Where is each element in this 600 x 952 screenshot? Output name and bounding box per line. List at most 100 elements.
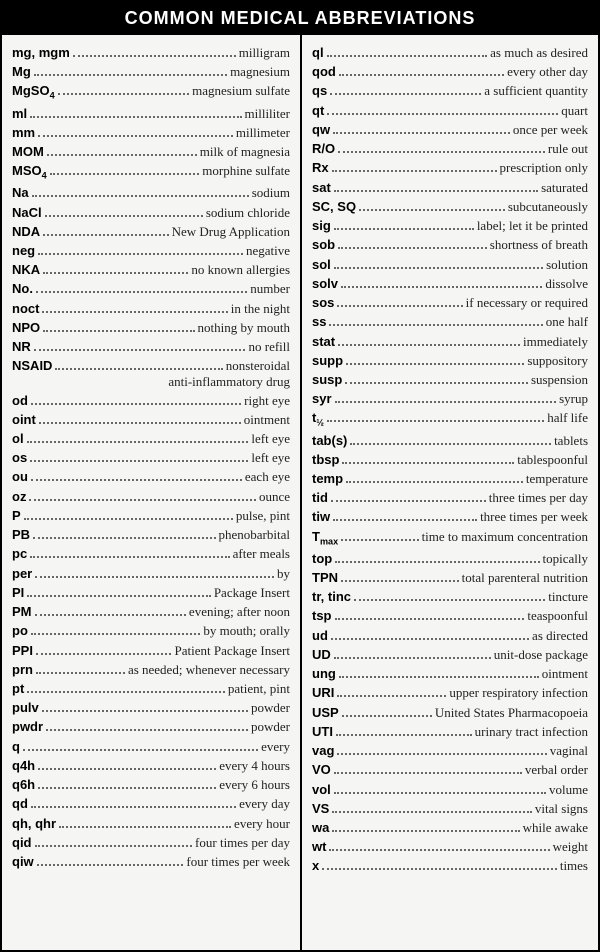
dot-leader — [42, 710, 248, 712]
entry-row: NKAno known allergies — [12, 260, 290, 279]
abbreviation: os — [12, 448, 27, 467]
definition: magnesium sulfate — [192, 81, 290, 100]
dot-leader — [339, 676, 539, 678]
definition: nothing by mouth — [198, 318, 290, 337]
entry-row: qevery — [12, 737, 290, 756]
dot-leader — [346, 481, 523, 483]
dot-leader — [45, 215, 203, 217]
definition: a sufficient quantity — [484, 81, 588, 100]
abbreviation: MOM — [12, 142, 44, 161]
entry-row: qiwfour times per week — [12, 852, 290, 871]
abbreviation: po — [12, 621, 28, 640]
dot-leader — [38, 787, 216, 789]
definition: every other day — [507, 62, 588, 81]
abbreviation: qiw — [12, 852, 34, 871]
definition: ointment — [542, 664, 588, 683]
dot-leader — [341, 539, 418, 541]
entry-row: volvolume — [312, 780, 588, 799]
entry-row: Tmaxtime to maximum concentration — [312, 527, 588, 549]
abbreviation: ung — [312, 664, 336, 683]
entry-row: perby — [12, 564, 290, 583]
definition: number — [250, 279, 290, 298]
definition: milligram — [239, 43, 290, 62]
definition: three times per day — [489, 488, 588, 507]
abbreviation: Mg — [12, 62, 31, 81]
dot-leader — [59, 826, 231, 828]
abbreviation: qid — [12, 833, 32, 852]
entry-row: q4hevery 4 hours — [12, 756, 290, 775]
dot-leader — [32, 195, 249, 197]
abbreviation-subscript: 4 — [50, 91, 55, 101]
definition: right eye — [244, 391, 290, 410]
abbreviation: tr, tinc — [312, 587, 351, 606]
dot-leader — [47, 154, 197, 156]
entry-row: Nasodium — [12, 183, 290, 202]
definition: patient, pint — [228, 679, 290, 698]
definition: upper respiratory infection — [449, 683, 588, 702]
definition: evening; after noon — [189, 602, 290, 621]
abbreviation: NSAID — [12, 356, 52, 375]
definition: phenobarbital — [219, 525, 290, 544]
dot-leader — [327, 55, 488, 57]
abbreviation: ou — [12, 467, 28, 486]
dot-leader — [30, 460, 248, 462]
dot-leader — [332, 170, 497, 172]
abbreviation: q6h — [12, 775, 35, 794]
dot-leader — [342, 715, 432, 717]
definition: ounce — [259, 487, 290, 506]
entry-row: temptemperature — [312, 469, 588, 488]
definition: total parenteral nutrition — [462, 568, 588, 587]
definition: negative — [246, 241, 290, 260]
definition: times — [560, 856, 588, 875]
abbreviation: tbsp — [312, 450, 339, 469]
definition: every hour — [234, 814, 290, 833]
entry-row: noctin the night — [12, 299, 290, 318]
dot-leader — [36, 672, 125, 674]
definition: label; let it be printed — [477, 216, 588, 235]
definition: prescription only — [500, 158, 588, 177]
entry-row: tab(s)tablets — [312, 431, 588, 450]
dot-leader — [335, 618, 525, 620]
dot-leader — [342, 462, 514, 464]
definition: volume — [549, 780, 588, 799]
definition: three times per week — [480, 507, 588, 526]
entry-row: PIPackage Insert — [12, 583, 290, 602]
dot-leader — [331, 500, 486, 502]
dot-leader — [335, 401, 557, 403]
entry-row: suppsuppository — [312, 351, 588, 370]
definition: ointment — [244, 410, 290, 429]
definition: dissolve — [545, 274, 588, 293]
abbreviation: qod — [312, 62, 336, 81]
abbreviation: SC, SQ — [312, 197, 356, 216]
abbreviation: ss — [312, 312, 326, 331]
abbreviation: VS — [312, 799, 329, 818]
abbreviation: neg — [12, 241, 35, 260]
entry-row: tspteaspoonful — [312, 606, 588, 625]
entry-row: wtweight — [312, 837, 588, 856]
abbreviation: od — [12, 391, 28, 410]
abbreviation: qt — [312, 101, 324, 120]
dot-leader — [327, 420, 544, 422]
dot-leader — [337, 305, 462, 307]
abbreviation: UTI — [312, 722, 333, 741]
definition: powder — [251, 717, 290, 736]
abbreviation: susp — [312, 370, 342, 389]
abbreviation: sat — [312, 178, 331, 197]
dot-leader — [42, 311, 227, 313]
definition: verbal order — [525, 760, 588, 779]
definition: sodium chloride — [206, 203, 290, 222]
left-column: mg, mgmmilligramMgmagnesiumMgSO4magnesiu… — [2, 35, 300, 950]
definition: unit-dose package — [494, 645, 588, 664]
dot-leader — [31, 806, 236, 808]
definition: teaspoonful — [527, 606, 588, 625]
abbreviation: sol — [312, 255, 331, 274]
definition: as much as desired — [490, 43, 588, 62]
dot-leader — [31, 479, 242, 481]
dot-leader — [339, 74, 504, 76]
definition: United States Pharmacopoeia — [435, 703, 588, 722]
dot-leader — [338, 247, 487, 249]
definition: immediately — [523, 332, 588, 351]
entry-row: Mgmagnesium — [12, 62, 290, 81]
entry-row: pulvpowder — [12, 698, 290, 717]
entry-row: Ppulse, pint — [12, 506, 290, 525]
